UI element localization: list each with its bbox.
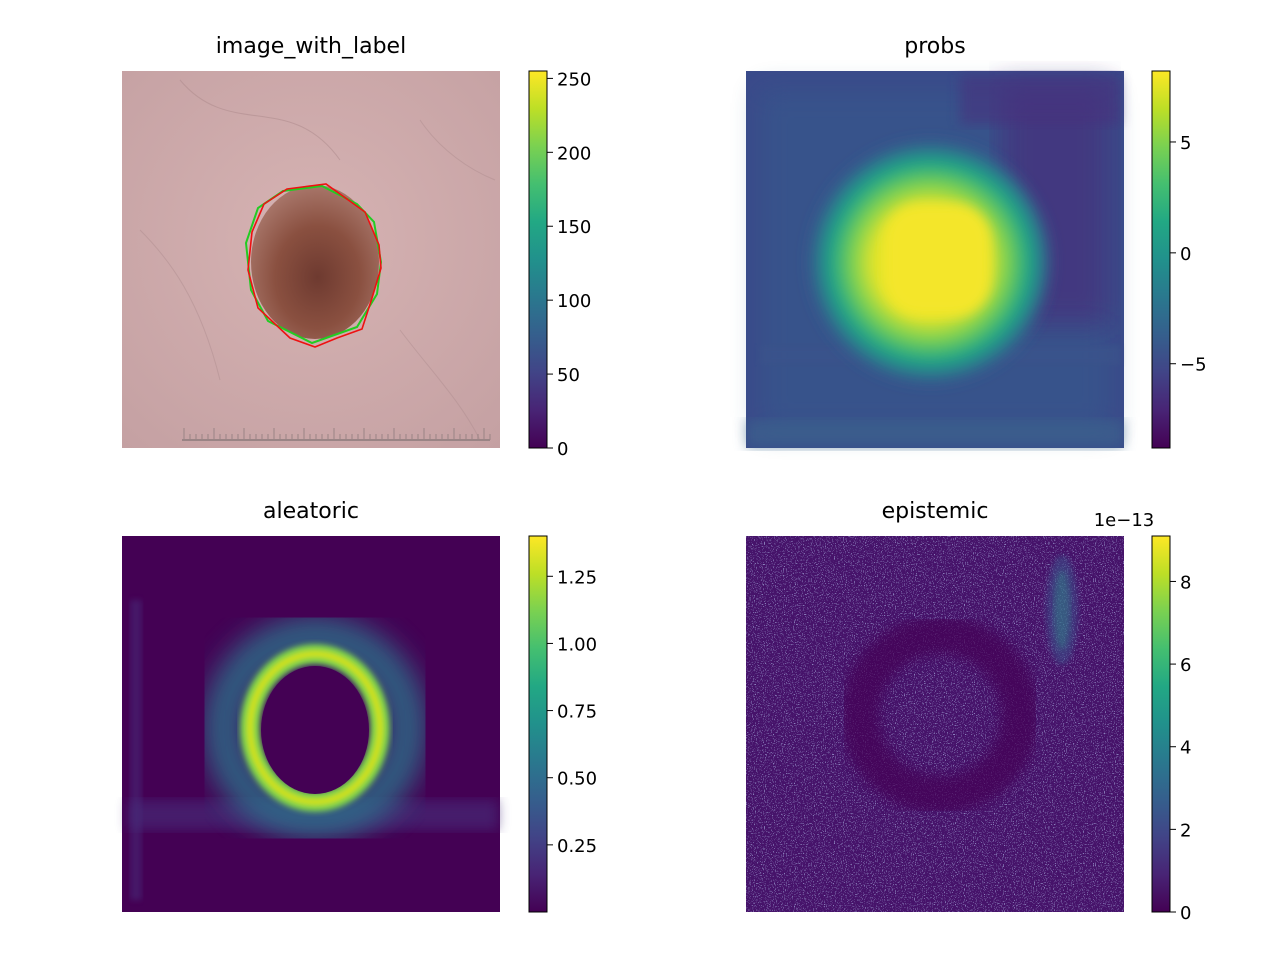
contour-red xyxy=(247,183,382,348)
colorbar-tick-label: 6 xyxy=(1180,655,1191,676)
colorbar-tick-label: 200 xyxy=(557,143,591,164)
colorbar-tick-label: 0.25 xyxy=(557,836,597,857)
title-image-with-label: image_with_label xyxy=(216,34,406,59)
colorbar-image-with-label: 0 50 100 150 200 250 xyxy=(528,69,591,460)
colorbar-tick-label: 0.75 xyxy=(557,702,597,723)
panel-probs: probs 5 0 −5 xyxy=(746,34,1207,449)
lesion xyxy=(251,185,379,339)
panel-epistemic: epistemic 0 2 4 6 8 1e−13 xyxy=(746,499,1191,924)
colorbar-tick-label: 4 xyxy=(1180,738,1191,759)
colorbar-tick-label: 0 xyxy=(557,439,568,460)
colorbar-epistemic: 0 2 4 6 8 1e−13 xyxy=(1094,510,1192,924)
panel-image-with-label: image_with_label 0 50 100 150 200 250 xyxy=(122,34,591,460)
colorbar-probs: 5 0 −5 xyxy=(1151,70,1207,449)
colorbar-offset-text: 1e−13 xyxy=(1094,510,1155,531)
colorbar-tick-label: 250 xyxy=(557,69,591,90)
heatmap-probs xyxy=(746,71,1124,448)
heatmap-epistemic xyxy=(746,536,1124,912)
colorbar-tick-label: 8 xyxy=(1180,572,1191,593)
colorbar-tick-label: 50 xyxy=(557,365,580,386)
colorbar-tick-label: 1.00 xyxy=(557,634,597,655)
colorbar-tick-label: 1.25 xyxy=(557,567,597,588)
colorbar-tick-label: 100 xyxy=(557,291,591,312)
colorbar-tick-label: −5 xyxy=(1180,355,1207,376)
colorbar-tick-label: 5 xyxy=(1180,133,1191,154)
colorbar-tick-label: 150 xyxy=(557,217,591,238)
title-aleatoric: aleatoric xyxy=(263,499,359,524)
panel-aleatoric: aleatoric 0.25 0.50 0.75 1.00 1.25 xyxy=(122,499,597,913)
colorbar-tick-label: 2 xyxy=(1180,820,1191,841)
colorbar-aleatoric: 0.25 0.50 0.75 1.00 1.25 xyxy=(528,535,597,913)
colorbar-tick-label: 0 xyxy=(1180,244,1191,265)
ruler xyxy=(182,428,491,441)
heatmap-aleatoric xyxy=(122,536,500,912)
image-skin xyxy=(122,71,500,448)
colorbar-tick-label: 0.50 xyxy=(557,769,597,790)
title-probs: probs xyxy=(904,34,965,59)
title-epistemic: epistemic xyxy=(882,499,989,524)
colorbar-tick-label: 0 xyxy=(1180,903,1191,924)
contour-green xyxy=(244,184,383,345)
